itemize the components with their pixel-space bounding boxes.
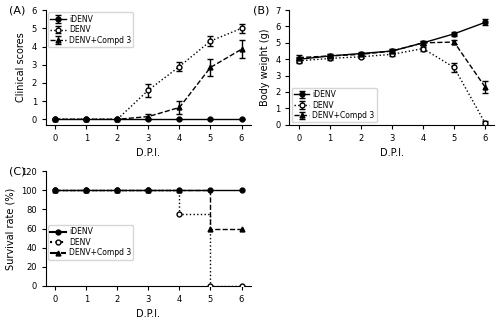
X-axis label: D.P.I.: D.P.I. — [136, 309, 160, 319]
Y-axis label: Body weight (g): Body weight (g) — [260, 29, 270, 106]
Y-axis label: Survival rate (%): Survival rate (%) — [6, 188, 16, 270]
Text: (A): (A) — [9, 6, 26, 16]
Text: (C): (C) — [9, 167, 26, 176]
Legend: iDENV, DENV, DENV+Compd 3: iDENV, DENV, DENV+Compd 3 — [292, 88, 377, 123]
Legend: iDENV, DENV, DENV+Compd 3: iDENV, DENV, DENV+Compd 3 — [48, 225, 134, 260]
Legend: iDENV, DENV, DENV+Compd 3: iDENV, DENV, DENV+Compd 3 — [48, 12, 134, 47]
Y-axis label: Clinical scores: Clinical scores — [16, 32, 26, 102]
X-axis label: D.P.I.: D.P.I. — [136, 148, 160, 158]
X-axis label: D.P.I.: D.P.I. — [380, 148, 404, 158]
Text: (B): (B) — [252, 6, 269, 16]
